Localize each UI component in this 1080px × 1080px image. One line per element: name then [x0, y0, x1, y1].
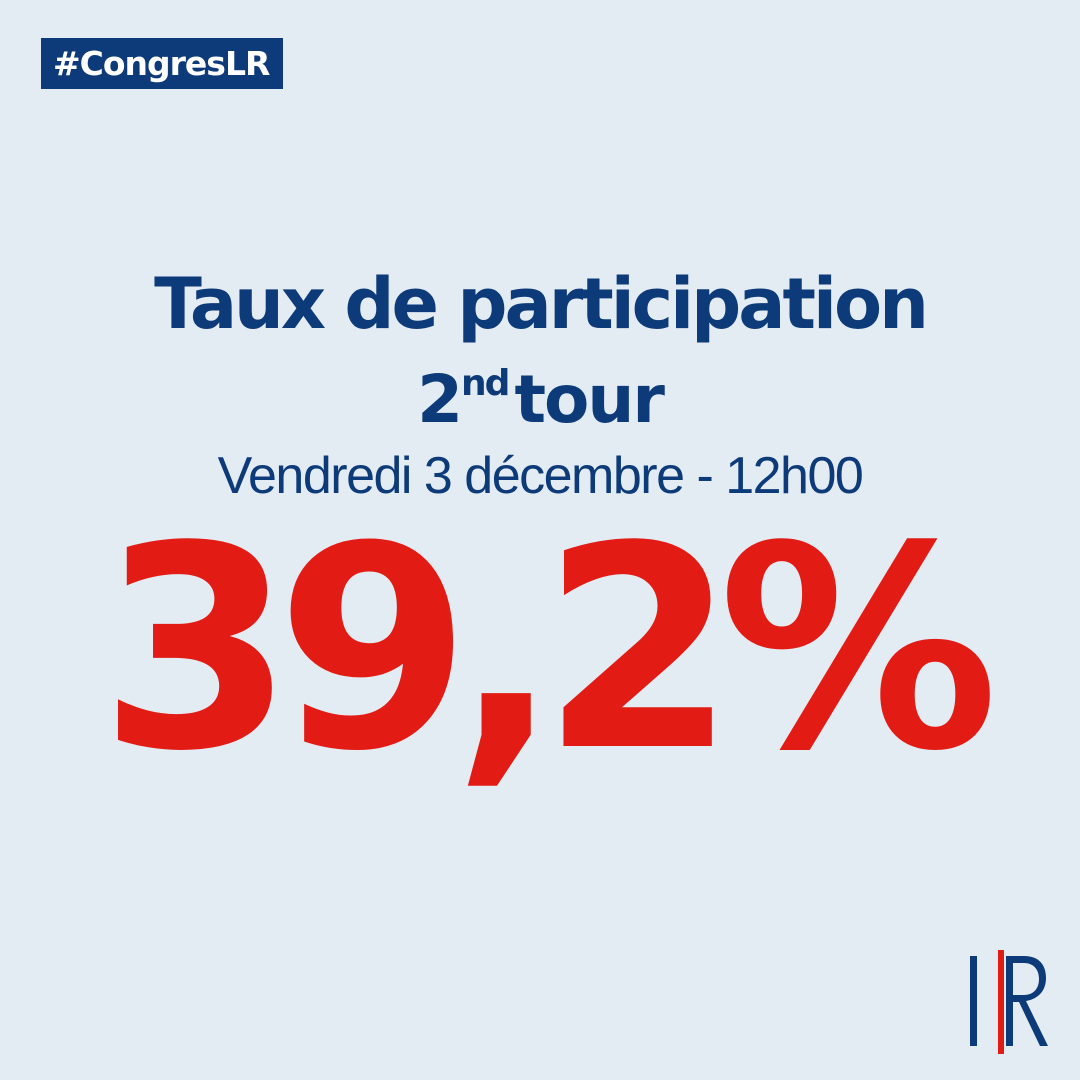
date-time: Vendredi 3 décembre - 12h00	[217, 447, 864, 505]
round-suffix: nd	[461, 363, 510, 404]
participation-rate: 39,2%	[99, 487, 998, 813]
round-word: tour	[514, 361, 664, 438]
logo-r-shape	[1006, 956, 1048, 1046]
hashtag-badge: #CongresLR	[41, 38, 284, 89]
round-label: 2ndtour	[0, 360, 1080, 440]
page-title: Taux de participation	[154, 263, 929, 345]
lr-logo	[970, 950, 1048, 1054]
logo-l-bar	[970, 956, 977, 1046]
logo-red-bar	[998, 950, 1004, 1054]
round-number: 2	[417, 361, 463, 438]
